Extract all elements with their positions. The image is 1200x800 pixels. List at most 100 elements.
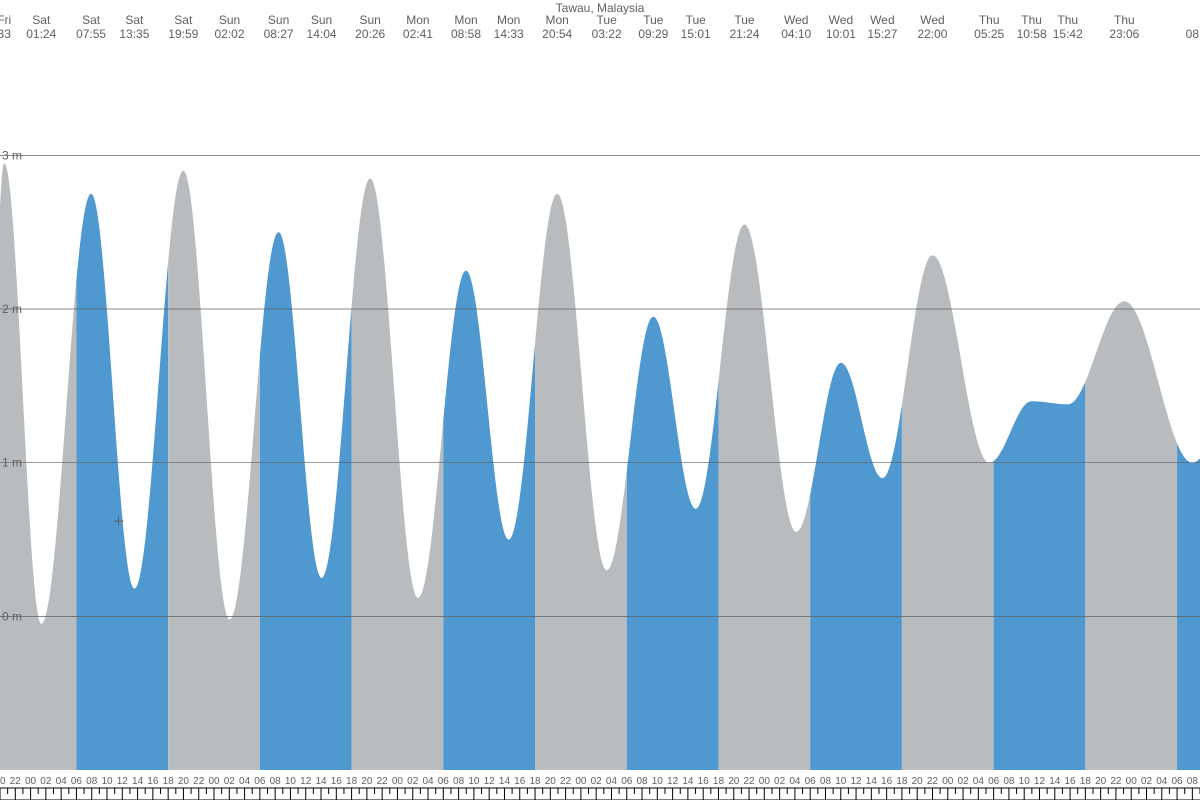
- top-label-day: Wed: [784, 13, 808, 27]
- x-hour-label: 18: [713, 776, 725, 787]
- top-label-time: 08:27: [264, 27, 294, 41]
- top-label-day: Sun: [219, 13, 240, 27]
- y-axis-label: 0 m: [2, 609, 22, 623]
- top-label-day: Mon: [406, 13, 429, 27]
- top-label-time: 33: [0, 27, 11, 41]
- top-label-day: Thu: [1114, 13, 1135, 27]
- x-hour-label: 20: [361, 776, 373, 787]
- x-hour-label: 00: [759, 776, 771, 787]
- top-label-day: Tue: [597, 13, 618, 27]
- top-label-time: 15:42: [1053, 27, 1083, 41]
- top-label-day: Sat: [32, 13, 51, 27]
- top-label-time: 20:54: [542, 27, 572, 41]
- x-hour-label: 14: [682, 776, 694, 787]
- x-hour-label: 02: [591, 776, 603, 787]
- x-hour-label: 06: [1172, 776, 1184, 787]
- top-label-day: Sun: [311, 13, 332, 27]
- x-hour-label: 02: [224, 776, 236, 787]
- top-label-day: Wed: [920, 13, 944, 27]
- top-label-time: 10:01: [826, 27, 856, 41]
- top-label-day: Tue: [686, 13, 707, 27]
- x-hour-label: 14: [315, 776, 327, 787]
- x-hour-label: 06: [438, 776, 450, 787]
- top-label-time: 09:29: [638, 27, 668, 41]
- top-label-time: 20:26: [355, 27, 385, 41]
- x-hour-label: 04: [422, 776, 434, 787]
- x-hour-label: 16: [514, 776, 526, 787]
- x-hour-label: 04: [1156, 776, 1168, 787]
- x-hour-label: 02: [40, 776, 52, 787]
- x-hour-label: 04: [239, 776, 251, 787]
- x-hour-label: 00: [942, 776, 954, 787]
- x-hour-label: 14: [866, 776, 878, 787]
- top-label-time: 10:58: [1017, 27, 1047, 41]
- x-hour-label: 20: [178, 776, 190, 787]
- x-hour-label: 10: [1019, 776, 1031, 787]
- x-hour-label: 16: [881, 776, 893, 787]
- x-hour-label: 02: [957, 776, 969, 787]
- x-hour-label: 20: [0, 776, 6, 787]
- x-hour-label: 04: [973, 776, 985, 787]
- top-label-day: Mon: [546, 13, 569, 27]
- x-hour-label: 00: [208, 776, 220, 787]
- top-label-time: 04:10: [781, 27, 811, 41]
- top-label-day: Sat: [82, 13, 101, 27]
- x-hour-label: 10: [101, 776, 113, 787]
- x-hour-label: 22: [743, 776, 755, 787]
- x-hour-label: 10: [285, 776, 297, 787]
- top-label-time: 19:59: [168, 27, 198, 41]
- x-hour-label: 22: [193, 776, 205, 787]
- y-axis-label: 2 m: [2, 302, 22, 316]
- x-hour-label: 22: [927, 776, 939, 787]
- x-hour-label: 20: [728, 776, 740, 787]
- x-hour-label: 04: [606, 776, 618, 787]
- x-hour-label: 12: [850, 776, 862, 787]
- x-hour-label: 12: [667, 776, 679, 787]
- x-hour-label: 16: [147, 776, 159, 787]
- x-hour-label: 10: [835, 776, 847, 787]
- top-label-time: 14:33: [494, 27, 524, 41]
- top-label-day: Thu: [1057, 13, 1078, 27]
- x-hour-label: 18: [1080, 776, 1092, 787]
- x-hour-label: 12: [117, 776, 129, 787]
- x-hour-label: 12: [484, 776, 496, 787]
- top-label-time: 14:04: [307, 27, 337, 41]
- y-axis-label: 3 m: [2, 148, 22, 162]
- x-hour-label: 20: [912, 776, 924, 787]
- top-label-time: 05:25: [974, 27, 1004, 41]
- x-hour-label: 18: [163, 776, 175, 787]
- top-label-day: Mon: [497, 13, 520, 27]
- x-hour-label: 20: [1095, 776, 1107, 787]
- top-label-day: Sun: [268, 13, 289, 27]
- x-hour-label: 12: [1034, 776, 1046, 787]
- x-hour-label: 00: [25, 776, 37, 787]
- tide-chart: 0 m1 m2 m3 mTawau, MalaysiaFri33Sat01:24…: [0, 0, 1200, 800]
- y-axis-label: 1 m: [2, 456, 22, 470]
- x-hour-label: 04: [56, 776, 68, 787]
- x-hour-label: 14: [1049, 776, 1061, 787]
- top-label-time: 13:35: [119, 27, 149, 41]
- x-hour-label: 10: [652, 776, 664, 787]
- top-label-time: 22:00: [917, 27, 947, 41]
- x-hour-label: 02: [1141, 776, 1153, 787]
- x-hour-label: 04: [789, 776, 801, 787]
- x-hour-label: 22: [377, 776, 389, 787]
- x-hour-label: 08: [820, 776, 832, 787]
- x-hour-label: 02: [407, 776, 419, 787]
- x-hour-label: 08: [453, 776, 465, 787]
- x-hour-label: 00: [392, 776, 404, 787]
- x-hour-label: 14: [132, 776, 144, 787]
- x-hour-label: 08: [270, 776, 282, 787]
- top-label-time: 15:27: [867, 27, 897, 41]
- x-hour-label: 06: [805, 776, 817, 787]
- top-label-time: 07:55: [76, 27, 106, 41]
- x-hour-label: 06: [71, 776, 83, 787]
- top-label-time: 01:24: [26, 27, 56, 41]
- x-hour-label: 00: [1126, 776, 1138, 787]
- x-hour-label: 12: [300, 776, 312, 787]
- top-label-time: 03:22: [592, 27, 622, 41]
- x-hour-label: 16: [698, 776, 710, 787]
- top-label-time: 08:58: [451, 27, 481, 41]
- x-hour-label: 08: [636, 776, 648, 787]
- x-hour-label: 18: [346, 776, 358, 787]
